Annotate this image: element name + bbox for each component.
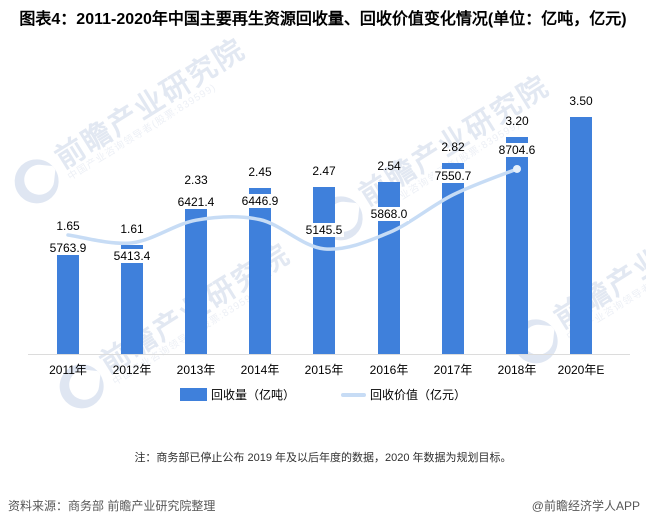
source-row: 资料来源：商务部 前瞻产业研究院整理 @前瞻经济学人APP (8, 497, 640, 514)
chart-note: 注：商务部已停止公布 2019 年及以后年度的数据，2020 年数据为规划目标。 (134, 452, 512, 464)
bar-2015年 (313, 186, 335, 354)
line-value-label: 8704.6 (496, 143, 538, 158)
legend-line-label: 回收价值（亿元） (370, 388, 467, 402)
x-axis-label: 2017年 (433, 363, 473, 377)
x-axis-label: 2011年 (49, 363, 87, 377)
x-axis-label: 2016年 (369, 363, 409, 377)
source-text: 资料来源：商务部 前瞻产业研究院整理 (8, 499, 216, 513)
bar-2012年 (121, 245, 143, 354)
legend-bar-swatch (179, 388, 207, 401)
legend-item-line: 回收价值（亿元） (341, 386, 466, 403)
legend: 回收量（亿吨） 回收价值（亿元） (0, 386, 646, 403)
line-value-label: 5145.5 (303, 223, 345, 238)
line-value-label: 5413.4 (111, 248, 153, 263)
line-value-label: 5763.9 (47, 240, 89, 255)
bar-2014年 (249, 188, 271, 354)
bar-value-label: 2.54 (377, 159, 401, 174)
line-value-label: 7550.7 (432, 169, 474, 184)
x-axis-label: 2012年 (112, 363, 152, 377)
bar-2017年 (442, 163, 464, 354)
bar-value-label: 2.82 (441, 140, 465, 155)
x-axis-label: 2013年 (176, 363, 216, 377)
x-axis-label: 2020年E (557, 363, 605, 377)
bar-value-label: 1.65 (56, 219, 80, 234)
chart-title: 图表4：2011-2020年中国主要再生资源回收量、回收价值变化情况(单位：亿吨… (19, 11, 627, 28)
legend-bar-label: 回收量（亿吨） (210, 388, 295, 402)
credit-text: @前瞻经济学人APP (531, 499, 640, 513)
bar-value-label: 3.20 (505, 114, 529, 129)
line-value-label: 6421.4 (175, 194, 217, 209)
line-value-label: 5868.0 (368, 207, 410, 222)
bar-2018年 (506, 137, 528, 354)
bar-2020年E (570, 117, 592, 354)
line-value-label: 6446.9 (239, 194, 281, 209)
legend-line-swatch (341, 392, 366, 397)
x-axis-label: 2018年 (497, 363, 537, 377)
x-axis-line (28, 354, 630, 355)
bar-value-label: 3.50 (569, 94, 593, 109)
x-axis-label: 2015年 (304, 363, 344, 377)
legend-item-bar: 回收量（亿吨） (179, 386, 295, 403)
bar-2013年 (185, 196, 207, 354)
bar-value-label: 1.61 (120, 222, 144, 236)
bar-value-label: 2.33 (184, 173, 208, 188)
bar-value-label: 2.47 (312, 163, 336, 178)
bar-value-label: 2.45 (248, 165, 272, 180)
bar-2011年 (57, 242, 79, 354)
x-axis-label: 2014年 (240, 363, 280, 377)
